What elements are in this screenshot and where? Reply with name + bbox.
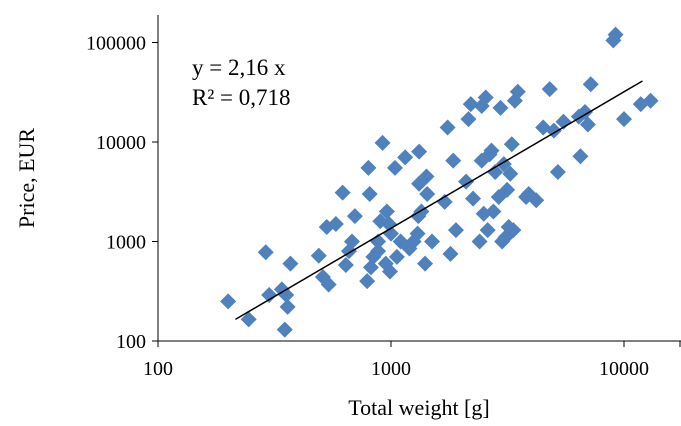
data-point <box>359 273 376 290</box>
data-point <box>310 247 327 264</box>
data-point <box>383 225 399 242</box>
data-points <box>220 26 659 338</box>
data-point <box>509 83 526 100</box>
data-point <box>388 248 405 265</box>
data-point <box>502 165 519 182</box>
x-tick-label: 100 <box>143 358 173 380</box>
x-axis-ticks: 100 1000 10000 <box>143 341 681 380</box>
data-point <box>418 168 435 185</box>
data-point <box>220 293 237 310</box>
data-point <box>485 203 502 220</box>
data-point <box>616 111 632 128</box>
data-point <box>240 311 257 328</box>
data-point <box>409 225 426 242</box>
data-point <box>370 243 387 260</box>
data-point <box>483 142 500 159</box>
data-point <box>499 181 516 198</box>
data-point <box>397 149 414 166</box>
data-point <box>442 245 459 262</box>
trendline-equation: y = 2,16 x <box>192 55 286 80</box>
data-point <box>276 321 293 338</box>
x-tick-label: 1000 <box>371 358 411 380</box>
y-tick-label: 100000 <box>86 33 146 55</box>
trendline <box>235 80 643 321</box>
data-point <box>503 136 520 153</box>
data-point <box>374 134 391 151</box>
data-point <box>261 286 278 303</box>
data-point <box>381 263 398 280</box>
data-point <box>582 76 599 93</box>
data-point <box>492 99 509 116</box>
data-point <box>327 215 344 232</box>
data-point <box>424 233 441 250</box>
data-point <box>417 255 434 272</box>
data-point <box>320 276 337 293</box>
data-point <box>642 92 659 109</box>
data-point <box>487 163 504 180</box>
data-point <box>497 229 514 246</box>
data-point <box>278 286 295 303</box>
data-point <box>334 184 351 201</box>
data-point <box>378 203 395 220</box>
r-squared-label: R² = 0,718 <box>192 85 290 110</box>
data-point <box>337 257 354 274</box>
data-point <box>465 190 482 207</box>
data-point <box>471 233 488 250</box>
data-point <box>579 116 596 133</box>
data-point <box>462 96 479 113</box>
x-tick-label: 10000 <box>599 358 649 380</box>
data-point <box>279 298 296 315</box>
data-point <box>282 255 299 272</box>
data-point <box>445 152 462 169</box>
data-point <box>477 89 494 106</box>
data-point <box>361 186 378 203</box>
y-tick-label: 10000 <box>96 132 146 154</box>
data-point <box>576 104 593 121</box>
data-point <box>607 26 624 43</box>
data-point <box>479 222 496 239</box>
data-point <box>360 159 377 176</box>
data-point <box>460 111 477 128</box>
y-tick-label: 1000 <box>106 232 146 254</box>
data-point <box>535 119 552 136</box>
data-point <box>386 159 403 176</box>
data-point <box>541 81 558 98</box>
data-point <box>439 119 456 136</box>
data-point <box>411 143 428 160</box>
data-point <box>346 208 363 225</box>
y-axis-title: Price, EUR <box>14 128 39 229</box>
data-point <box>419 186 436 203</box>
data-point <box>528 192 545 209</box>
data-point <box>257 244 274 261</box>
plot-area <box>157 15 681 342</box>
data-point <box>505 222 522 239</box>
y-tick-label: 100 <box>116 331 146 353</box>
data-point <box>549 163 566 180</box>
data-point <box>436 193 453 210</box>
data-point <box>458 173 475 190</box>
data-point <box>447 222 464 239</box>
data-point <box>343 233 360 250</box>
y-axis-ticks: 100 1000 10000 100000 <box>86 33 158 353</box>
data-point <box>572 148 589 165</box>
x-axis-title: Total weight [g] <box>348 395 489 420</box>
